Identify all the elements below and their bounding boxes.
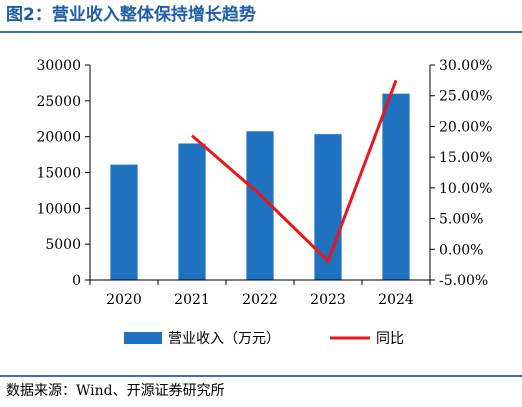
- revenue-bar-2024: [382, 93, 410, 281]
- right-tick-label: 15.00%: [439, 150, 492, 166]
- x-tick-label: 2021: [174, 292, 210, 308]
- legend-swatch-revenue: [124, 332, 162, 344]
- right-tick-label: 30.00%: [439, 58, 492, 74]
- right-tick-label: -5.00%: [439, 273, 488, 289]
- left-tick-label: 0: [72, 273, 81, 289]
- legend-label-yoy: 同比: [376, 331, 404, 347]
- revenue-bars: [110, 93, 410, 281]
- right-tick-label: 5.00%: [439, 212, 483, 228]
- source-rule: [0, 375, 522, 377]
- revenue-bar-2020: [110, 164, 138, 280]
- title-rule: [0, 31, 522, 33]
- figure-title: 图2：营业收入整体保持增长趋势: [6, 5, 256, 25]
- right-tick-label: 0.00%: [439, 242, 483, 258]
- yoy-line-path: [191, 79, 398, 264]
- revenue-bar-2021: [178, 143, 206, 280]
- x-tick-label: 2022: [242, 292, 278, 308]
- legend-label-revenue: 营业收入（万元）: [168, 331, 280, 347]
- x-axis: 2020 2021 2022 2023 2024: [89, 280, 431, 308]
- left-tick-label: 30000: [36, 58, 81, 74]
- revenue-bar-2022: [246, 131, 274, 280]
- right-axis: -5.00% 0.00% 5.00% 10.00% 15.00% 20.00% 25.00%…: [429, 58, 492, 289]
- legend: 营业收入（万元） 同比: [124, 331, 404, 347]
- x-tick-label: 2023: [310, 292, 346, 308]
- left-tick-label: 20000: [36, 130, 81, 146]
- right-tick-label: 10.00%: [439, 181, 492, 197]
- revenue-bar-2023: [314, 134, 342, 280]
- right-tick-label: 25.00%: [439, 89, 492, 105]
- left-tick-label: 15000: [36, 166, 81, 182]
- left-tick-label: 10000: [36, 201, 81, 217]
- left-tick-label: 25000: [36, 94, 81, 110]
- left-axis: 0 5000 10000 15000 20000 25000 30000: [36, 58, 91, 289]
- left-tick-label: 5000: [45, 237, 81, 253]
- source-note: 数据来源：Wind、开源证券研究所: [6, 383, 225, 399]
- x-tick-label: 2024: [378, 292, 414, 308]
- yoy-line: [191, 79, 398, 264]
- x-tick-label: 2020: [106, 292, 142, 308]
- right-tick-label: 20.00%: [439, 119, 492, 135]
